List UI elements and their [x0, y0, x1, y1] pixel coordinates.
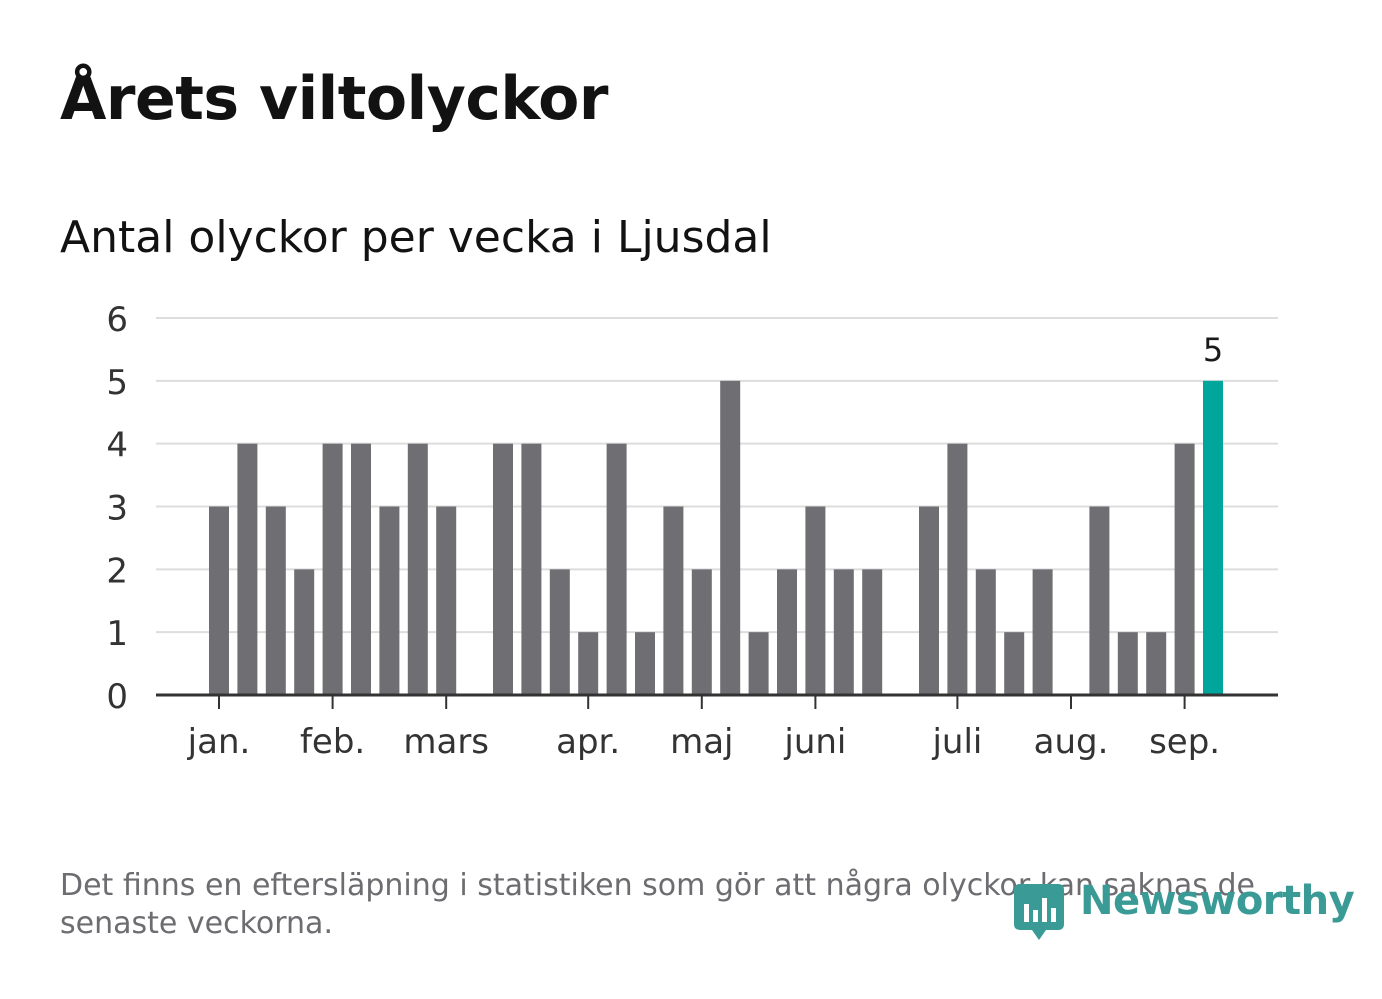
bar-week-32: [1089, 506, 1110, 695]
bar-week-34: [1146, 632, 1167, 695]
bar-week-5: [322, 443, 343, 695]
axes: [156, 693, 1278, 709]
bar-week-33: [1117, 632, 1138, 695]
bar-week-35: [1174, 443, 1195, 695]
x-tick-label-3: apr.: [556, 722, 620, 762]
bar-week-23: [833, 569, 854, 695]
bar-chart: 0 1 2 3 4 5 6 5 jan. feb. mars apr. maj juni juli aug. s…: [106, 300, 1278, 762]
labels: 0 1 2 3 4 5 6 5 jan. feb. mars apr. maj juni juli aug. s…: [106, 300, 1223, 762]
bar-week-17: [663, 506, 684, 695]
y-tick-label-1: 1: [106, 614, 128, 654]
y-tick-label-0: 0: [106, 677, 128, 717]
x-tick-label-6: juli: [931, 722, 982, 762]
bar-week-27: [947, 443, 968, 695]
bars: [209, 380, 1223, 695]
x-tick-label-8: sep.: [1149, 722, 1220, 762]
chart-subtitle: Antal olyckor per vecka i Ljusdal: [60, 212, 772, 263]
bar-week-26: [919, 506, 939, 695]
bar-highlight-week-36: [1203, 380, 1223, 695]
bar-week-13: [549, 569, 570, 695]
newsworthy-bar-chart-icon: [1014, 884, 1064, 940]
bar-week-4: [294, 569, 315, 695]
bar-week-1: [209, 506, 229, 695]
bar-week-22: [805, 506, 826, 695]
y-tick-label-5: 5: [106, 363, 128, 403]
bar-week-30: [1032, 569, 1053, 695]
bar-week-9: [436, 506, 457, 695]
bar-week-14: [578, 632, 599, 695]
bar-week-19: [720, 380, 741, 695]
bar-week-29: [1004, 632, 1025, 695]
data-label-highlight: 5: [1203, 331, 1223, 369]
y-tick-label-6: 6: [106, 300, 128, 340]
bar-week-28: [975, 569, 996, 695]
x-tick-label-2: mars: [403, 722, 489, 762]
x-tick-label-1: feb.: [300, 722, 365, 762]
bar-week-24: [862, 569, 883, 695]
bar-week-16: [635, 632, 655, 695]
y-tick-label-4: 4: [106, 426, 128, 466]
x-tick-label-7: aug.: [1034, 722, 1109, 762]
y-tick-label-2: 2: [106, 551, 128, 591]
bar-week-8: [407, 443, 428, 695]
x-tick-label-0: jan.: [187, 722, 251, 762]
newsworthy-logo[interactable]: Newsworthy: [1010, 878, 1355, 946]
chart-title: Årets viltolyckor: [60, 64, 609, 134]
bar-week-3: [265, 506, 286, 695]
bar-week-12: [521, 443, 542, 695]
bar-week-20: [748, 632, 769, 695]
bar-week-11: [493, 443, 513, 695]
bar-week-2: [237, 443, 258, 695]
x-tick-label-5: juni: [783, 722, 846, 762]
bar-week-7: [379, 506, 400, 695]
bar-week-18: [691, 569, 712, 695]
x-tick-label-4: maj: [670, 722, 733, 762]
bar-week-6: [351, 443, 371, 695]
logo-text: Newsworthy: [1080, 878, 1355, 924]
y-tick-label-3: 3: [106, 489, 128, 529]
bar-week-15: [606, 443, 627, 695]
bar-week-21: [777, 569, 797, 695]
